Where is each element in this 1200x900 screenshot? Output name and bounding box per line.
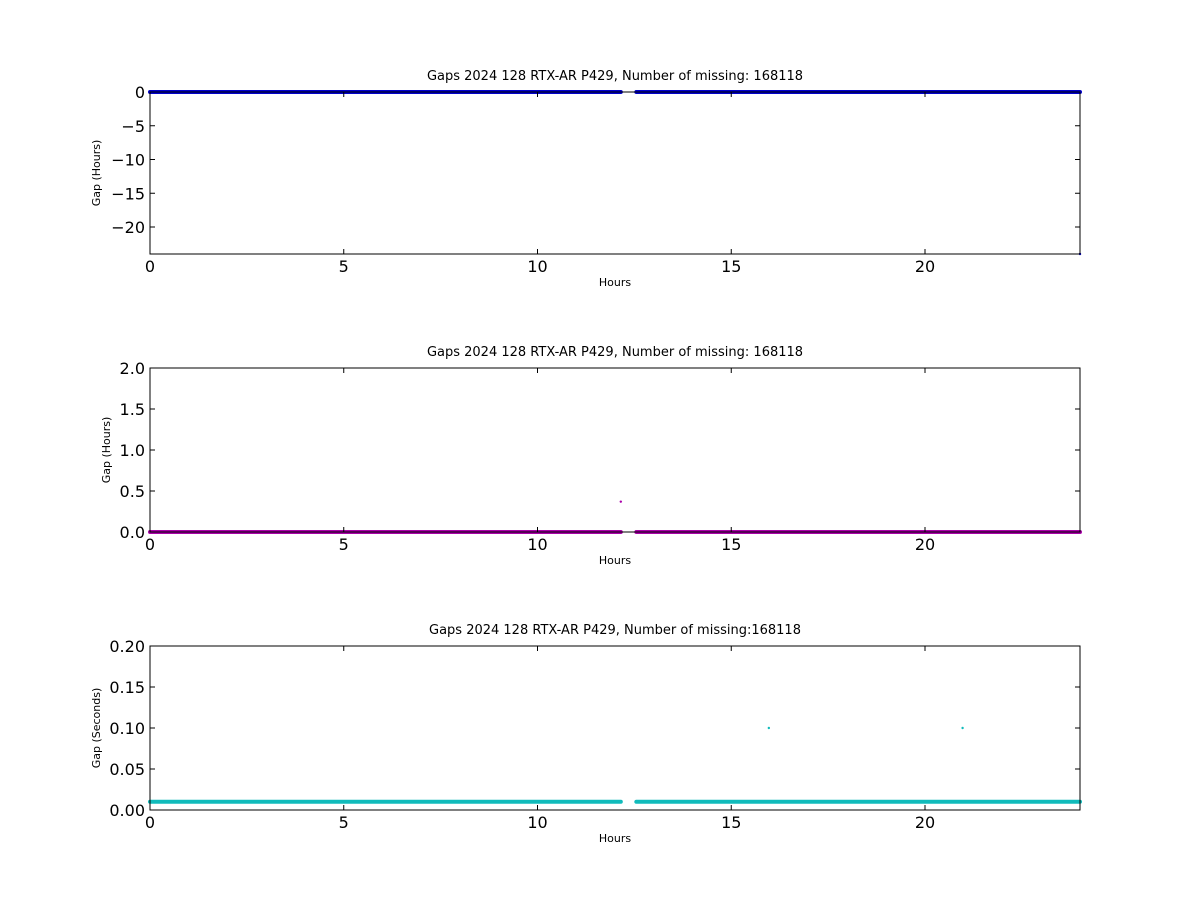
x-tick-label: 10 <box>527 813 547 832</box>
y-tick-label: −15 <box>111 184 145 203</box>
chart-title: Gaps 2024 128 RTX-AR P429, Number of mis… <box>429 623 801 638</box>
y-tick-label: 0.5 <box>120 482 145 501</box>
x-tick-label: 0 <box>145 257 155 276</box>
x-tick-label: 20 <box>915 813 935 832</box>
x-tick-label: 0 <box>145 813 155 832</box>
x-tick-label: 5 <box>339 535 349 554</box>
data-point-1 <box>619 500 623 503</box>
y-tick-label: 0.00 <box>109 801 145 820</box>
x-tick-label: 15 <box>721 535 741 554</box>
data-point-1 <box>767 726 771 730</box>
subplot-2: Gaps 2024 128 RTX-AR P429, Number of mis… <box>100 345 1082 567</box>
data-point-2 <box>961 726 964 730</box>
x-tick-label: 15 <box>721 257 741 276</box>
y-axis-label: Gap (Hours) <box>90 140 103 207</box>
subplot-1: Gaps 2024 128 RTX-AR P429, Number of mis… <box>90 69 1082 289</box>
x-axis-label: Hours <box>599 554 631 567</box>
y-tick-label: 0.0 <box>120 523 145 542</box>
x-axis-label: Hours <box>599 832 631 845</box>
x-tick-label: 5 <box>339 813 349 832</box>
y-tick-label: 0.20 <box>109 637 145 656</box>
y-tick-label: 2.0 <box>120 359 145 378</box>
x-tick-label: 10 <box>527 535 547 554</box>
x-tick-label: 20 <box>915 535 935 554</box>
y-tick-label: 0.15 <box>109 678 145 697</box>
x-tick-label: 20 <box>915 257 935 276</box>
x-tick-label: 10 <box>527 257 547 276</box>
plot-frame <box>149 645 1081 811</box>
x-tick-label: 0 <box>145 535 155 554</box>
y-tick-label: −5 <box>121 117 145 136</box>
y-tick-label: 0.10 <box>109 719 145 738</box>
plot-frame <box>149 367 1081 533</box>
x-tick-label: 5 <box>339 257 349 276</box>
x-tick-label: 15 <box>721 813 741 832</box>
x-axis-label: Hours <box>599 276 631 289</box>
y-tick-label: 0 <box>135 83 145 102</box>
y-axis-label: Gap (Seconds) <box>90 688 103 769</box>
y-tick-label: 1.0 <box>120 441 145 460</box>
y-tick-label: −10 <box>111 151 145 170</box>
chart-title: Gaps 2024 128 RTX-AR P429, Number of mis… <box>427 69 803 84</box>
y-tick-label: 0.05 <box>109 760 145 779</box>
y-axis-label: Gap (Hours) <box>100 417 113 484</box>
y-tick-label: −20 <box>111 218 145 237</box>
y-tick-label: 1.5 <box>120 400 145 419</box>
plot-frame <box>149 91 1081 255</box>
chart-title: Gaps 2024 128 RTX-AR P429, Number of mis… <box>427 345 803 360</box>
subplot-3: Gaps 2024 128 RTX-AR P429, Number of mis… <box>90 623 1082 845</box>
